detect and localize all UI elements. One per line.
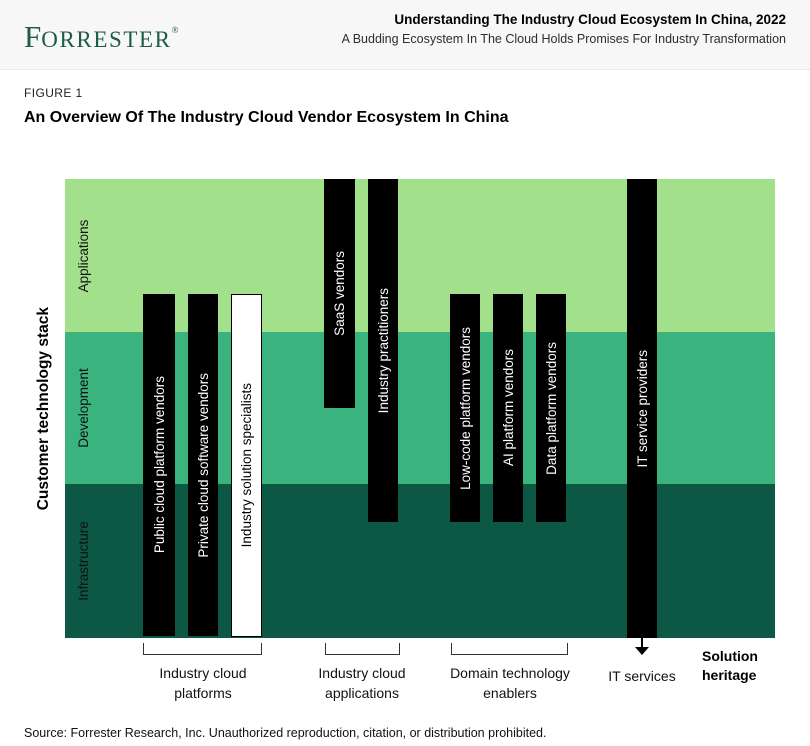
band-label-development: Development — [76, 368, 91, 448]
vendor-bar-label: Low-code platform vendors — [457, 326, 473, 490]
group-bracket-domain-technology-enablers — [451, 643, 568, 655]
figure-title: An Overview Of The Industry Cloud Vendor… — [24, 109, 509, 126]
x-axis-label: Solution heritage — [702, 648, 758, 684]
vendor-bar-data-platform-vendors: Data platform vendors — [536, 294, 566, 522]
vendor-bar-it-service-providers: IT service providers — [627, 179, 657, 638]
group-label-domain-technology-enablers: Domain technology enablers — [450, 665, 570, 702]
vendor-bar-public-cloud-platform-vendors: Public cloud platform vendors — [143, 294, 175, 636]
down-arrow-icon — [641, 638, 643, 647]
vendor-bar-ai-platform-vendors: AI platform vendors — [493, 294, 523, 522]
group-label-it-services: IT services — [608, 668, 676, 684]
group-label-industry-cloud-applications: Industry cloud applications — [318, 665, 406, 702]
vendor-bar-label: IT service providers — [634, 349, 650, 468]
group-label-industry-cloud-platforms: Industry cloud platforms — [159, 665, 247, 702]
vendor-bar-industry-solution-specialists: Industry solution specialists — [231, 294, 262, 637]
group-bracket-industry-cloud-applications — [325, 643, 400, 655]
registered-mark-icon: ® — [171, 25, 179, 35]
vendor-bar-label: SaaS vendors — [332, 251, 347, 336]
down-arrow-icon — [635, 647, 649, 655]
group-bracket-industry-cloud-platforms — [143, 643, 262, 655]
vendor-bar-industry-practitioners: Industry practitioners — [368, 179, 398, 522]
forrester-logo: FORRESTER® — [24, 19, 178, 55]
logo-rest: ORRESTER — [41, 27, 172, 52]
vendor-bar-label: Private cloud software vendors — [195, 372, 211, 558]
vendor-bar-label: Public cloud platform vendors — [151, 376, 167, 554]
y-axis-label: Customer technology stack — [31, 179, 57, 638]
vendor-bar-label: Data platform vendors — [543, 341, 559, 475]
band-label-infrastructure: Infrastructure — [76, 521, 91, 601]
report-subtitle: A Budding Ecosystem In The Cloud Holds P… — [341, 32, 786, 46]
logo-initial: F — [24, 19, 42, 54]
vendor-bar-label: Industry practitioners — [375, 287, 391, 414]
band-label-applications: Applications — [76, 219, 91, 292]
header-titles: Understanding The Industry Cloud Ecosyst… — [342, 12, 786, 46]
vendor-bar-saas-vendors: SaaS vendors — [324, 179, 355, 408]
report-title: Understanding The Industry Cloud Ecosyst… — [394, 12, 786, 27]
vendor-bar-private-cloud-software-vendors: Private cloud software vendors — [188, 294, 218, 636]
vendor-bar-label: Industry solution specialists — [239, 383, 254, 548]
y-axis-label-text: Customer technology stack — [35, 306, 52, 511]
vendor-bar-label: AI platform vendors — [500, 349, 516, 467]
report-header: FORRESTER® Understanding The Industry Cl… — [0, 0, 810, 70]
vendor-bar-low-code-platform-vendors: Low-code platform vendors — [450, 294, 480, 522]
figure-number-label: FIGURE 1 — [24, 86, 83, 100]
source-note: Source: Forrester Research, Inc. Unautho… — [24, 726, 547, 740]
